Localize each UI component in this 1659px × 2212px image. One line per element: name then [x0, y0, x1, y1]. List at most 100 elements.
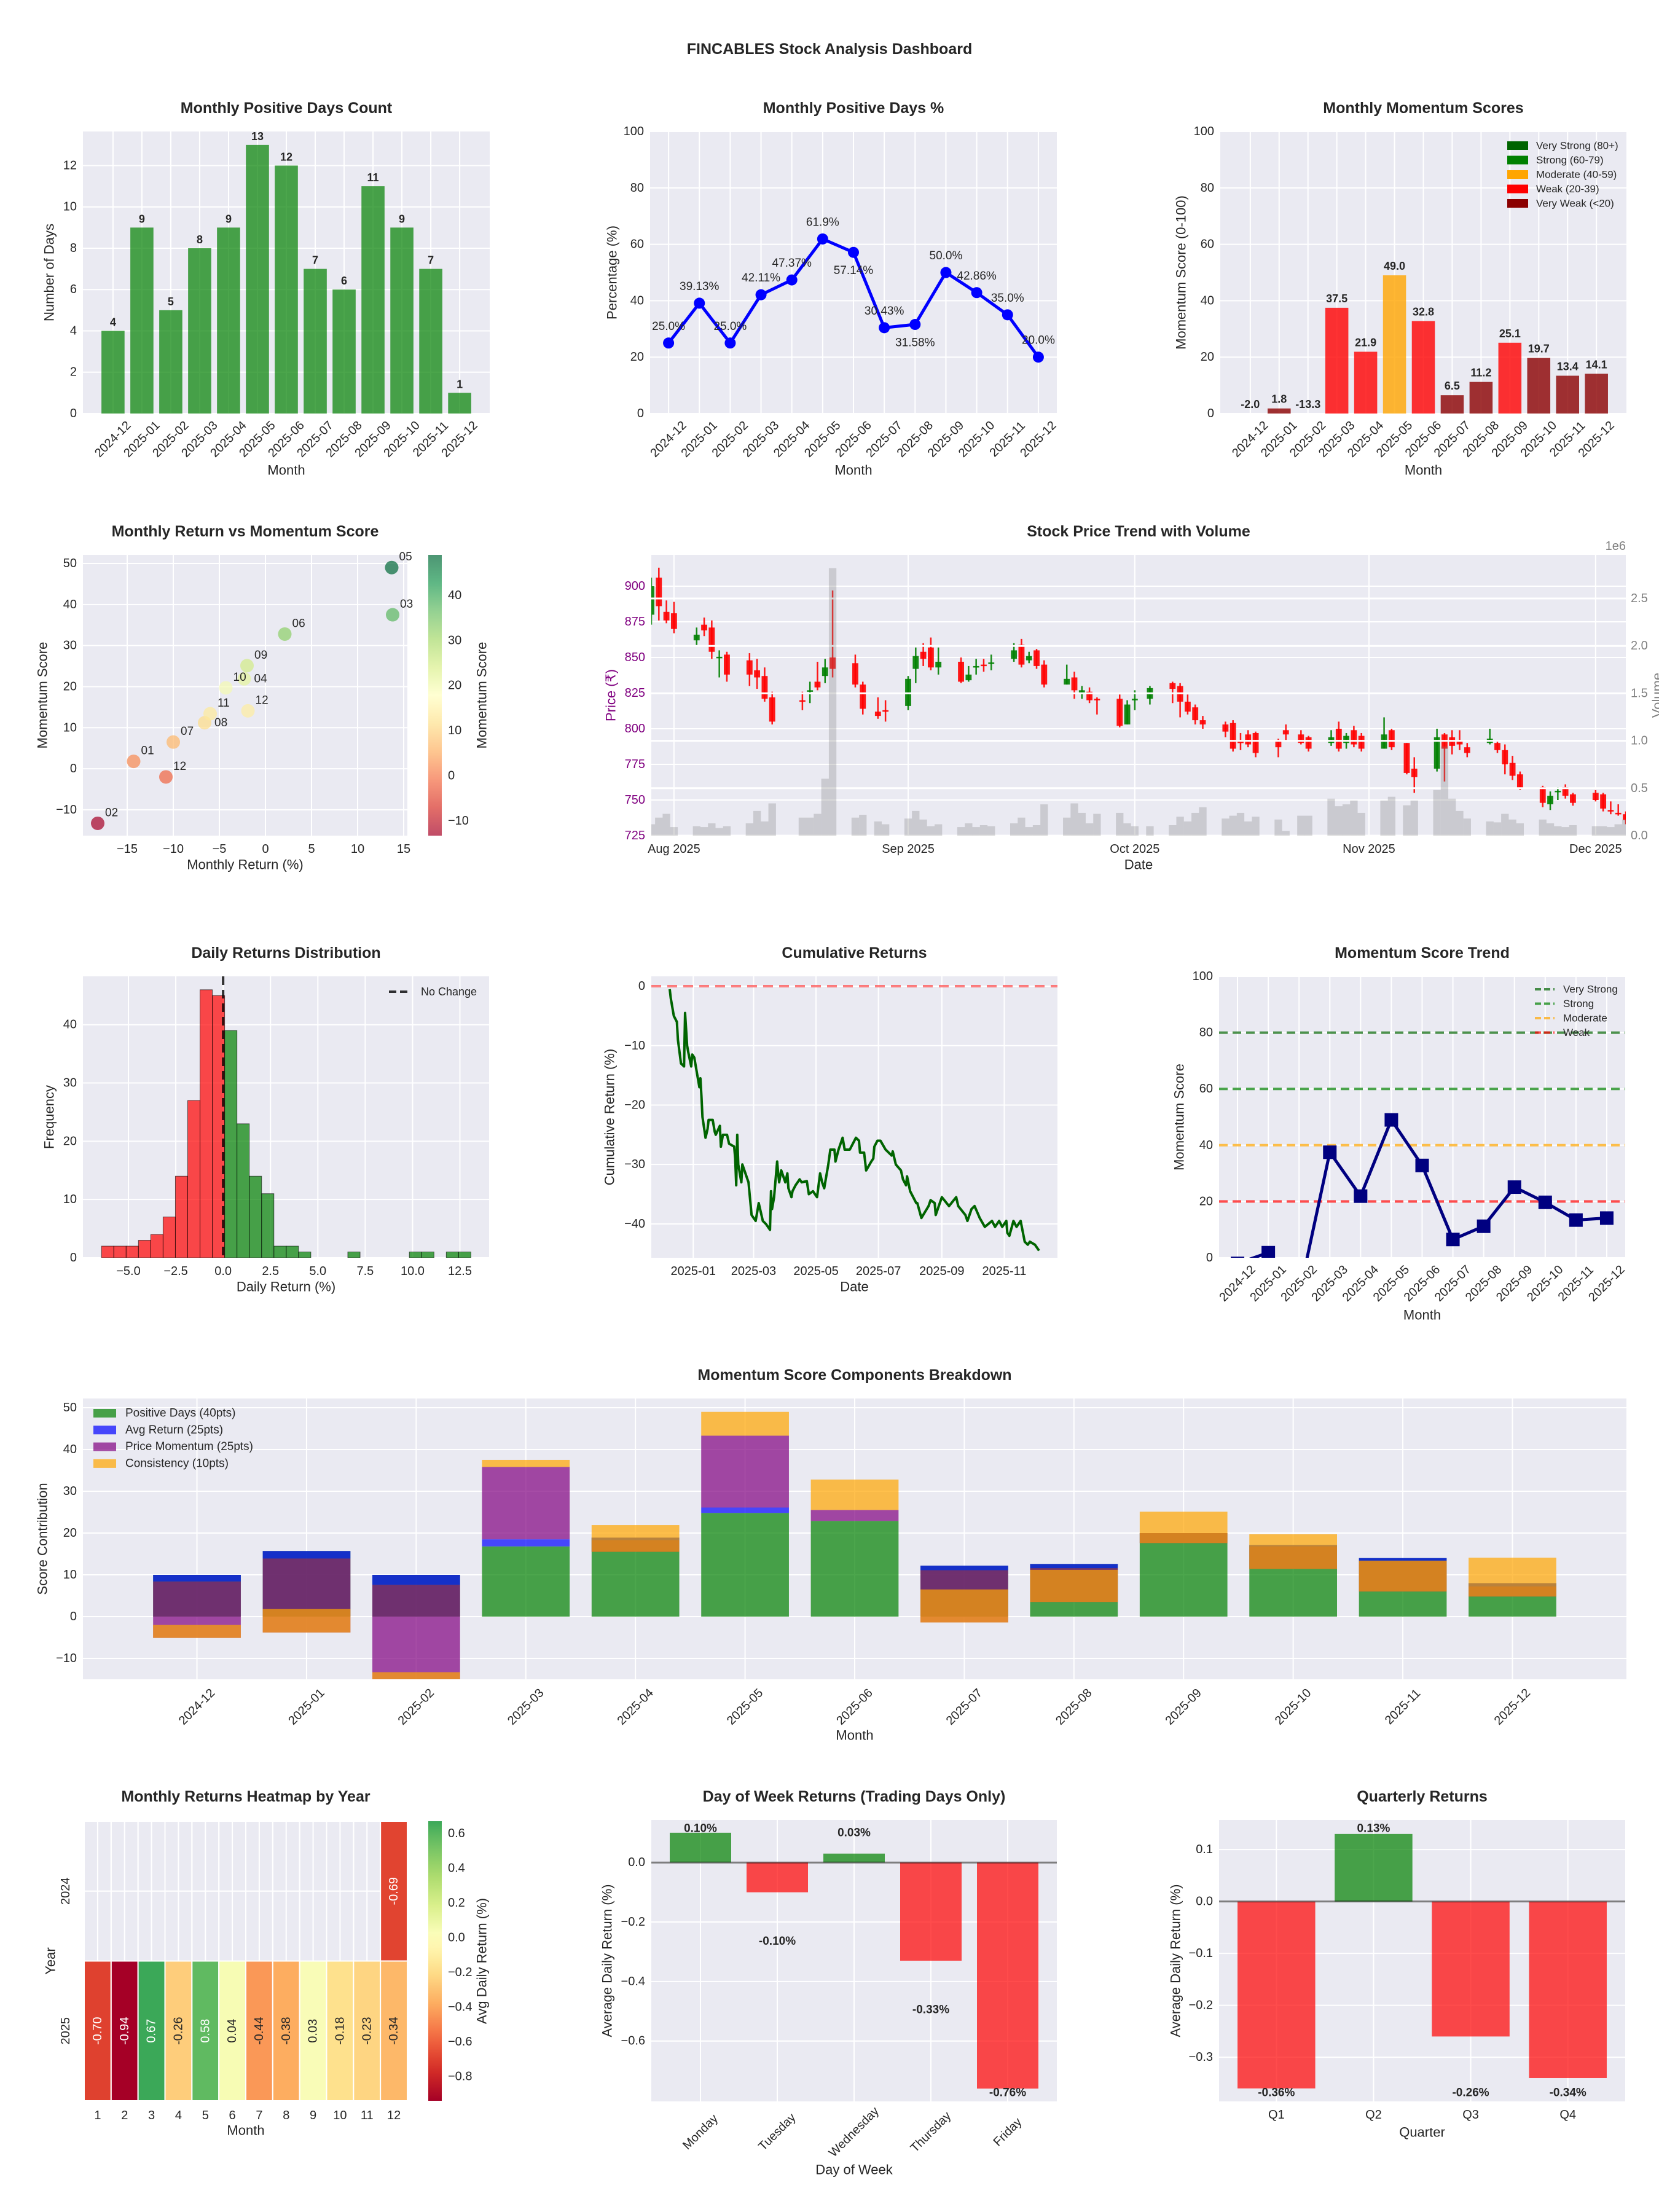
chart-positive-days-pct: 0204060801002024-122025-012025-022025-03…	[605, 100, 1059, 478]
legend-label: Weak (20-39)	[1536, 183, 1599, 195]
data-point-marker	[1507, 1180, 1521, 1194]
bar	[1335, 1834, 1413, 1902]
y-tick-label: 20	[63, 1526, 77, 1540]
volume-bar	[987, 826, 995, 836]
y-tick-label: 725	[625, 829, 645, 842]
stacked-bar-segment	[1249, 1534, 1337, 1569]
bar	[1529, 1901, 1607, 2078]
volume-bar	[1403, 805, 1411, 836]
bar-value-label: 5	[168, 296, 174, 308]
bar-value-label: 13.4	[1557, 360, 1579, 372]
candlestick	[1388, 729, 1395, 750]
volume-bar	[1440, 746, 1449, 836]
colorbar-scale	[428, 1821, 442, 2101]
volume-bar	[859, 815, 867, 836]
candlestick	[1607, 801, 1614, 815]
stacked-bar-segment	[1030, 1564, 1118, 1569]
volume-bar	[1387, 796, 1396, 836]
x-tick-label: Aug 2025	[648, 842, 700, 856]
candle-body	[1358, 735, 1365, 749]
point-label: 04	[254, 672, 268, 685]
bar	[1325, 307, 1349, 414]
point-label: 06	[292, 617, 305, 630]
y-axis-label: Year	[43, 1947, 58, 1974]
heatmap-annotation: -0.23	[360, 2017, 374, 2045]
stacked-bar-segment	[482, 1467, 570, 1540]
volume-bar	[761, 821, 769, 836]
candle-body	[1411, 768, 1418, 777]
bar	[448, 393, 471, 414]
x-tick-label: 12	[387, 2109, 401, 2122]
y-tick-label: −0.3	[1189, 2050, 1213, 2064]
x-tick-label: 6	[229, 2109, 236, 2122]
colorbar: −0.8 −0.6 −0.4 −0.2 0.0 0.2 0.4 0.6 Avg Daily Re…	[428, 1821, 490, 2101]
data-label: 42.11%	[742, 272, 780, 284]
candlestick	[1464, 743, 1470, 758]
bar-value-label: 21.9	[1355, 336, 1376, 348]
chart-title: Monthly Return vs Momentum Score	[112, 523, 379, 540]
candle-body	[1298, 734, 1304, 743]
y-axis-label: Frequency	[42, 1085, 57, 1149]
candlestick	[1252, 731, 1259, 758]
x-tick-label: Sep 2025	[882, 842, 935, 856]
bar	[1354, 351, 1378, 414]
x-axis-label: Month	[227, 2123, 264, 2138]
volume-bar	[1282, 831, 1290, 836]
volume-bar	[1463, 818, 1471, 836]
candle-body	[814, 681, 821, 688]
candlestick	[1433, 729, 1440, 772]
stacked-bar-segment	[810, 1479, 899, 1510]
y-tick-label: 0	[638, 979, 645, 993]
y-tick-label: 2024	[59, 1878, 73, 1905]
stacked-bar-segment	[372, 1574, 460, 1585]
bar	[1267, 408, 1291, 414]
candle-body	[656, 578, 662, 606]
legend-label: Price Momentum (25pts)	[125, 1440, 253, 1453]
scatter-point	[237, 672, 251, 686]
y-tick-label: 10	[63, 1193, 77, 1206]
stacked-bar-segment	[701, 1435, 789, 1508]
y-tick-label: 750	[625, 793, 645, 807]
volume-bar	[753, 810, 761, 836]
volume-bar	[1146, 826, 1154, 836]
candlestick	[1033, 649, 1040, 669]
point-label: 12	[173, 760, 186, 773]
candle-body	[1026, 656, 1032, 661]
volume-bar	[821, 779, 829, 836]
histogram-bar	[298, 1252, 312, 1258]
bar-value-label: 25.1	[1499, 327, 1521, 340]
bar-value-label: 32.8	[1413, 305, 1434, 318]
bar	[101, 331, 125, 414]
data-point	[817, 233, 828, 245]
histogram-bar	[187, 1100, 201, 1258]
y-tick-label: 850	[625, 651, 645, 664]
y2-axis-label: Volume	[1650, 673, 1659, 718]
data-label: 25.0%	[713, 320, 747, 333]
legend-label: Moderate (40-59)	[1536, 169, 1617, 181]
y-tick-label: 0	[1206, 1251, 1213, 1265]
bar	[1498, 342, 1522, 414]
candlestick	[1358, 732, 1365, 752]
candlestick	[1509, 756, 1516, 780]
candle-body	[1570, 794, 1576, 803]
x-axis-label: Month	[1403, 1308, 1441, 1323]
candlestick	[1547, 791, 1553, 810]
x-tick-label: 2025-03	[731, 1265, 776, 1278]
candle-body	[920, 651, 927, 659]
data-point-marker	[1231, 1257, 1245, 1258]
volume-bar	[1063, 817, 1071, 836]
legend-label: Avg Return (25pts)	[125, 1424, 223, 1437]
volume-bar	[1252, 817, 1260, 836]
legend-swatch	[93, 1459, 116, 1468]
marks	[663, 233, 1044, 363]
candle-body	[905, 678, 911, 706]
stacked-bar-segment	[701, 1507, 789, 1513]
y-tick-label: 50	[63, 1401, 77, 1414]
data-point	[909, 319, 921, 331]
candlestick	[1018, 638, 1025, 668]
plot-area	[651, 976, 1057, 1258]
candle-body	[1343, 735, 1350, 743]
y-tick-label: 80	[1199, 1026, 1213, 1040]
x-tick-label: Q1	[1268, 2108, 1285, 2122]
candle-body	[1094, 699, 1100, 700]
